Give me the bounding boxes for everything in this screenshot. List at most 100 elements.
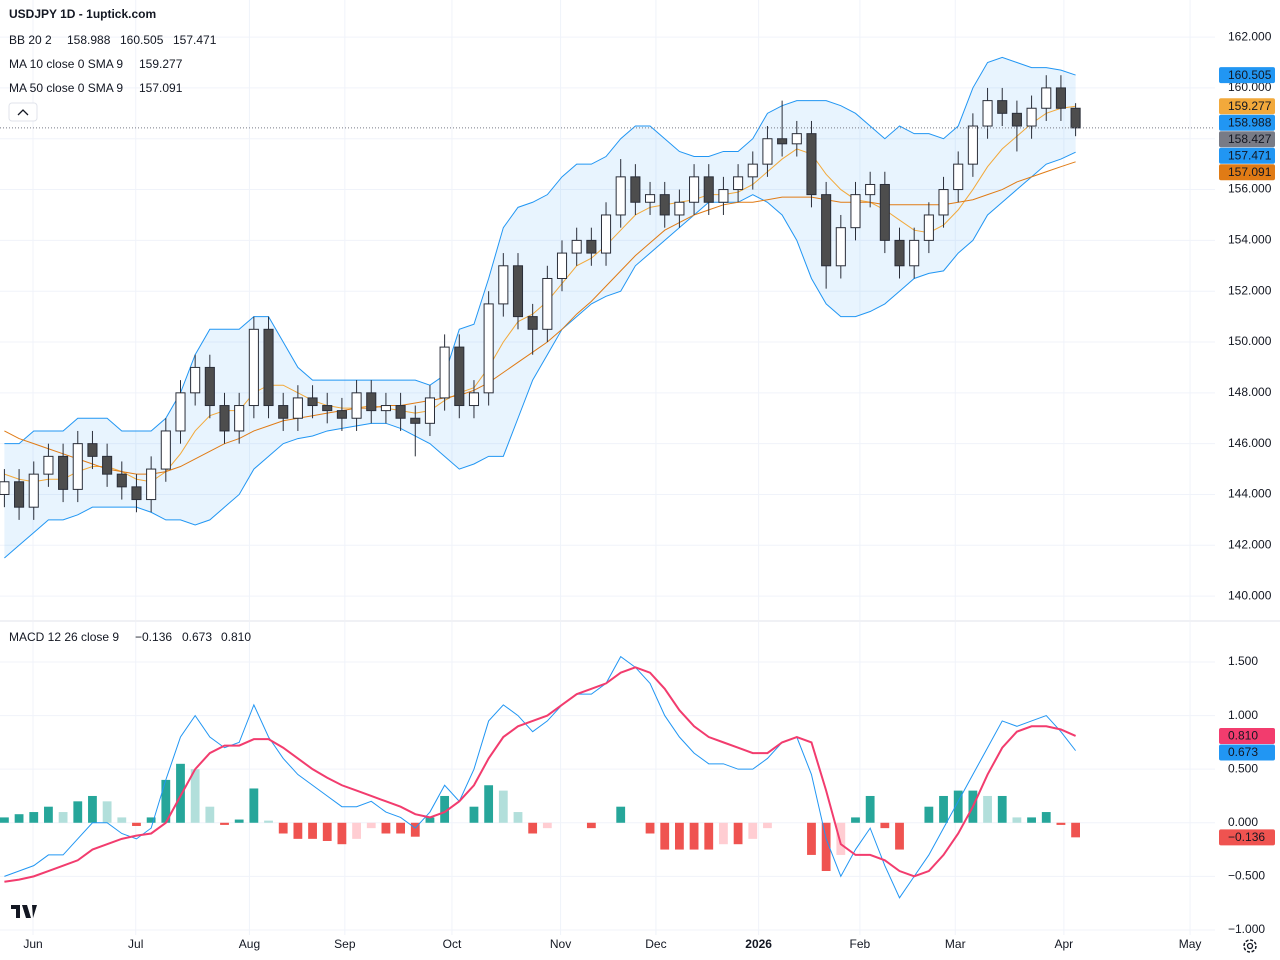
price-label: 160.505 [1228, 68, 1272, 82]
candle-body [146, 468, 157, 501]
collapse-chevron[interactable] [17, 109, 29, 116]
y-tick-label: 140.000 [1228, 588, 1272, 602]
collapse-button-box[interactable] [8, 102, 38, 122]
y-tick-label: 1.000 [1228, 708, 1258, 722]
price-label: 0.673 [1228, 745, 1258, 759]
histogram-bar [660, 822, 670, 850]
x-tick-label: Nov [550, 937, 571, 951]
histogram-bar [645, 822, 655, 834]
x-tick-label: Mar [945, 937, 966, 951]
candle-body [659, 194, 670, 216]
moving-average-layer [4, 105, 1076, 483]
histogram-bar [396, 822, 405, 834]
histogram-bar [88, 795, 97, 823]
price-label: 158.427 [1228, 132, 1272, 146]
settings-button[interactable] [1243, 939, 1257, 953]
collapse-button[interactable] [8, 102, 38, 122]
legend-value: −0.136 [135, 630, 172, 644]
histogram-bar [865, 795, 875, 823]
price-label-box [1219, 164, 1275, 181]
candle-body [982, 100, 993, 127]
candle-body [1011, 112, 1022, 127]
legend-value: 158.988 [67, 33, 111, 47]
y-tick-label: 144.000 [1228, 487, 1272, 501]
histogram-bar [249, 788, 259, 823]
histogram-bar [704, 822, 714, 850]
gear-outer[interactable] [1243, 939, 1257, 953]
candle-body [160, 430, 171, 470]
histogram-bar [366, 822, 376, 829]
candle-body [747, 163, 758, 178]
candle-body [351, 392, 362, 419]
histogram-bar [425, 817, 435, 823]
candle-body [175, 392, 186, 432]
candle-body [483, 303, 494, 394]
candle-body [527, 316, 538, 330]
histogram-bar [733, 822, 743, 845]
candle-body [131, 486, 142, 501]
candle-body [307, 397, 318, 407]
x-tick-label: Apr [1055, 937, 1074, 951]
histogram-bar [719, 822, 728, 845]
price-label: 157.471 [1228, 148, 1272, 162]
y-tick-label: 1.500 [1228, 654, 1258, 668]
histogram-bar [117, 817, 127, 823]
candle-body [806, 133, 817, 196]
candle-body [424, 397, 435, 424]
price-label-box [1219, 147, 1275, 164]
candle-body [718, 189, 729, 203]
candle-layer [0, 75, 1215, 520]
candle-body [498, 265, 509, 305]
candle-body [190, 366, 201, 394]
price-label: 0.810 [1228, 729, 1258, 743]
histogram-bar [322, 822, 332, 841]
price-label-box [1219, 114, 1275, 131]
histogram-bar [58, 812, 68, 823]
histogram-bar [689, 822, 699, 850]
price-label-box [1219, 98, 1275, 115]
legend-name: BB 20 2 [9, 33, 52, 47]
histogram-bar [484, 785, 494, 823]
histogram-bar [498, 790, 508, 823]
histogram-bar [73, 801, 83, 823]
candle-body [542, 277, 553, 330]
candle-body [0, 481, 10, 495]
histogram-bar [29, 812, 39, 823]
candle-body [248, 328, 259, 407]
tv-logo[interactable] [11, 905, 37, 918]
candle-body [87, 443, 98, 457]
price-label: 158.988 [1228, 115, 1272, 129]
candle-body [263, 328, 274, 407]
histogram-bar [1041, 812, 1051, 823]
histogram-bar [983, 795, 992, 823]
x-tick-label: Aug [239, 937, 260, 951]
x-tick-label: Jun [23, 937, 42, 951]
legend-value: 160.505 [120, 33, 164, 47]
histogram-bar [821, 822, 831, 872]
candle-body [102, 455, 113, 475]
histogram-bar [1012, 817, 1022, 823]
histogram-bar [146, 817, 156, 823]
price-label: 159.277 [1228, 99, 1272, 113]
y-tick-label: 148.000 [1228, 385, 1272, 399]
candle-body [703, 176, 714, 203]
candle-body [336, 410, 347, 419]
candle-body [116, 473, 127, 488]
y-tick-label: 156.000 [1228, 182, 1272, 196]
indicator-title: MACD 12 26 close 9 [9, 630, 119, 644]
y-tick-label: 162.000 [1228, 29, 1272, 43]
candle-body [395, 405, 406, 419]
tv-logo-shape[interactable] [11, 905, 37, 918]
histogram-bar [264, 820, 273, 823]
histogram-bar [352, 822, 361, 839]
candle-body [630, 176, 641, 203]
y-tick-label: 160.000 [1228, 80, 1272, 94]
x-tick-label: Jul [128, 937, 143, 951]
histogram-bar [44, 806, 53, 823]
legend-name: MA 50 close 0 SMA 9 [9, 81, 123, 95]
histogram-bar [953, 790, 963, 823]
x-tick-label: May [1179, 937, 1202, 951]
candle-body [204, 366, 215, 407]
candle-body [72, 443, 83, 490]
gear-inner[interactable] [1246, 942, 1254, 950]
